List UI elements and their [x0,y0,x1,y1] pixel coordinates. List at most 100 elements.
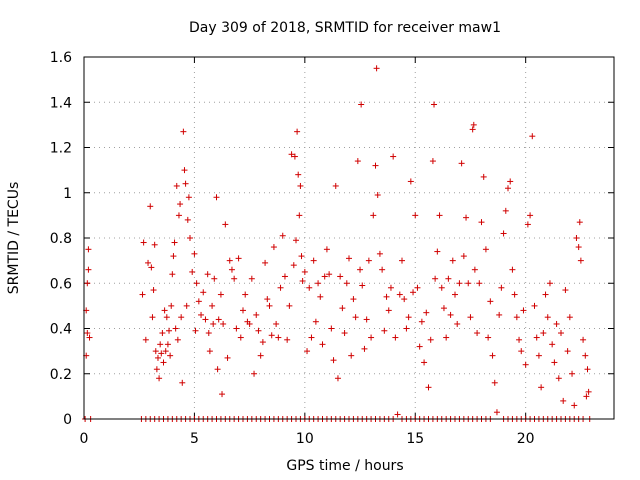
data-point [348,352,355,359]
data-point [339,305,346,312]
data-point [381,327,388,334]
data-point [502,207,509,214]
data-point [301,268,308,275]
data-point [399,257,405,264]
data-point [200,289,207,296]
data-point [374,192,381,199]
data-point [219,391,226,398]
data-point [582,352,589,359]
data-point [513,314,520,321]
data-point [284,336,291,343]
data-point [193,280,200,287]
data-point [151,241,158,248]
data-point [416,343,423,350]
data-point [237,334,244,341]
data-point [520,307,527,314]
data-point [555,375,562,382]
data-point [546,280,553,287]
data-point [226,257,233,264]
data-point [396,291,403,298]
x-tick-labels: 0 5 10 15 20 [80,431,535,447]
data-point [328,325,335,332]
data-point [524,221,531,228]
y-tick-label: 0.4 [50,322,72,338]
data-point [467,314,474,321]
data-point [270,244,277,251]
data-point [476,280,483,287]
data-point [266,302,273,309]
data-point [231,275,238,282]
data-point [204,271,211,278]
data-point [580,336,587,343]
data-point [180,128,187,135]
data-point [354,158,361,165]
data-point [584,366,591,373]
data-point [86,334,93,341]
data-point [319,341,326,348]
data-point [167,352,174,359]
data-point [334,375,341,382]
data-point [429,158,436,165]
x-tick-label: 10 [296,431,314,447]
data-point [449,257,456,264]
data-point [154,354,161,361]
x-axis-label: GPS time / hours [286,458,403,474]
data-point [251,370,258,377]
data-point [206,348,213,355]
y-tick-label: 1.2 [50,141,72,157]
data-point [157,341,164,348]
y-tick-label: 0.8 [50,231,72,247]
data-point [242,291,249,298]
data-point [220,320,227,327]
data-point [425,384,432,391]
data-point [478,219,485,226]
data-point [387,284,394,291]
data-point [84,330,91,337]
data-point [562,287,569,294]
data-point [507,178,514,185]
data-point [213,194,220,201]
data-point [315,280,322,287]
data-point [323,246,330,253]
data-point [471,266,478,273]
data-point [403,325,410,332]
data-point [185,194,192,201]
data-point [170,253,177,260]
data-point [491,379,498,386]
data-point [171,239,178,246]
data-point [182,180,189,187]
data-point [291,153,298,160]
data-point [544,314,551,321]
data-point [577,257,584,264]
data-point [181,167,188,174]
data-point [470,121,477,128]
data-point [365,257,372,264]
data-point [383,293,390,300]
data-point [169,271,176,278]
data-point [480,173,487,180]
data-point [172,325,179,332]
data-point [142,336,149,343]
data-point [240,307,246,314]
chart-title: Day 309 of 2018, SRMTID for receiver maw… [189,20,501,36]
data-point [161,307,168,314]
data-point [350,296,357,303]
data-point [412,212,419,219]
data-point [443,334,450,341]
data-point [179,379,186,386]
data-point [150,287,157,294]
data-point [191,250,198,257]
data-point [522,361,529,368]
data-point [346,255,352,262]
data-point [299,277,306,284]
data-points [82,65,593,422]
data-point [343,280,350,287]
data-point [293,237,299,244]
y-tick-label: 1.4 [50,95,72,111]
data-point [168,302,175,309]
data-point [139,291,146,298]
data-point [452,291,458,298]
data-point [540,330,547,337]
data-point [233,325,240,332]
